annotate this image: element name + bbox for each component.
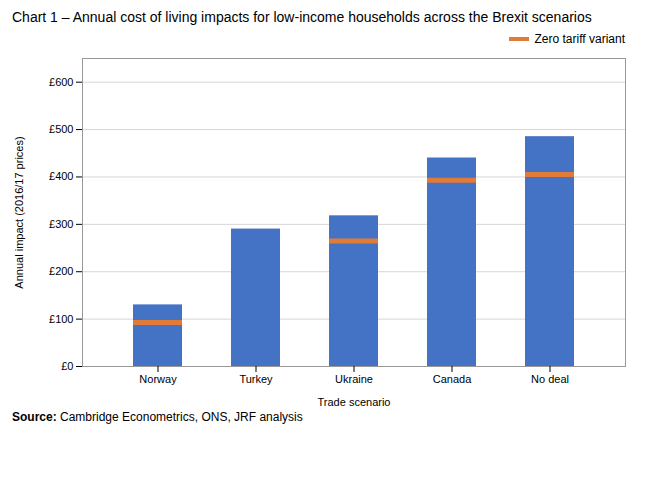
svg-text:£100: £100: [49, 313, 73, 325]
svg-text:Turkey: Turkey: [239, 373, 273, 385]
svg-text:No deal: No deal: [531, 373, 569, 385]
svg-text:£600: £600: [49, 76, 73, 88]
svg-text:£200: £200: [49, 265, 73, 277]
svg-text:£300: £300: [49, 218, 73, 230]
svg-text:Annual impact (2016/17 prices): Annual impact (2016/17 prices): [13, 137, 25, 289]
svg-text:£0: £0: [61, 360, 73, 372]
svg-text:Norway: Norway: [139, 373, 177, 385]
svg-text:Trade scenario: Trade scenario: [318, 396, 391, 408]
html-text:Source: Cambridge Econometrics: Source: Cambridge Econometrics, ONS, JRF…: [12, 410, 303, 425]
svg-text:£500: £500: [49, 123, 73, 135]
html-text:Zero tariff variant: Zero tariff variant: [534, 32, 625, 47]
svg-text:Ukraine: Ukraine: [335, 373, 373, 385]
svg-text:Canada: Canada: [433, 373, 472, 385]
html-text:Chart 1 – Annual cost of livin: Chart 1 – Annual cost of living impacts …: [12, 9, 592, 25]
svg-text:£400: £400: [49, 171, 73, 183]
